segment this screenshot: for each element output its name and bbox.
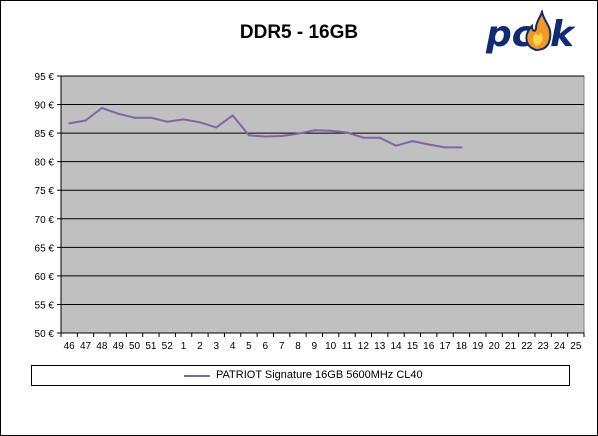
data-point [100, 106, 103, 109]
data-point [68, 122, 71, 125]
x-tick-label: 19 [472, 341, 484, 352]
x-tick-label: 18 [456, 341, 468, 352]
x-tick-label: 15 [407, 341, 419, 352]
y-tick-label: 50 € [35, 329, 55, 340]
pcsk-logo: pc k [484, 8, 588, 61]
data-point [362, 136, 365, 139]
x-tick-label: 51 [145, 341, 157, 352]
x-tick-label: 9 [312, 341, 318, 352]
data-point [231, 114, 234, 117]
x-tick-label: 48 [96, 341, 108, 352]
y-tick-label: 75 € [35, 186, 55, 197]
data-point [166, 120, 169, 123]
x-tick-label: 5 [246, 341, 252, 352]
x-tick-label: 47 [80, 341, 92, 352]
x-tick-label: 8 [295, 341, 301, 352]
data-point [346, 131, 349, 134]
y-tick-label: 65 € [35, 243, 55, 254]
y-tick-label: 85 € [35, 129, 55, 140]
data-point [411, 140, 414, 143]
x-tick-label: 12 [358, 341, 370, 352]
x-tick-label: 24 [554, 341, 566, 352]
data-point [149, 116, 152, 119]
data-point [133, 116, 136, 119]
data-point [215, 126, 218, 129]
x-tick-label: 52 [162, 341, 174, 352]
y-tick-label: 90 € [35, 101, 55, 112]
x-tick-label: 7 [279, 341, 285, 352]
x-tick-label: 1 [181, 341, 187, 352]
x-tick-label: 6 [263, 341, 269, 352]
data-point [378, 136, 381, 139]
data-point [296, 132, 299, 135]
grid-lines [61, 75, 584, 334]
x-tick-label: 21 [505, 341, 517, 352]
x-tick-label: 10 [325, 341, 337, 352]
x-tick-label: 22 [521, 341, 533, 352]
x-tick-label: 4 [230, 341, 236, 352]
x-tick-label: 2 [197, 341, 203, 352]
x-tick-label: 50 [129, 341, 141, 352]
data-point [427, 143, 430, 146]
x-axis: 46 47 48 49 50 51 52 1 2 3 4 5 6 7 8 9 10 11 12 13 14 15 16 17 1… [60, 332, 585, 352]
x-tick-label: 16 [423, 341, 435, 352]
data-point [460, 146, 463, 149]
data-point [444, 146, 447, 149]
x-tick-label: 23 [538, 341, 550, 352]
x-tick-label: 49 [113, 341, 125, 352]
y-tick-label: 55 € [35, 300, 55, 311]
y-tick-label: 80 € [35, 158, 55, 169]
x-tick-label: 17 [440, 341, 452, 352]
x-tick-label: 11 [342, 341, 353, 352]
x-tick-label: 46 [64, 341, 76, 352]
x-tick-label: 25 [570, 341, 582, 352]
data-point [280, 134, 283, 137]
data-point [264, 135, 267, 138]
data-point [395, 144, 398, 147]
data-point [117, 112, 120, 115]
y-tick-label: 70 € [35, 215, 55, 226]
data-point [182, 118, 185, 121]
x-tick-label: 3 [213, 341, 219, 352]
flame-icon [525, 8, 552, 52]
logo-letters-pc: pc [485, 14, 533, 55]
data-point [247, 134, 250, 137]
y-tick-label: 95 € [35, 72, 55, 83]
x-tick-label: 14 [390, 341, 402, 352]
legend-label: PATRIOT Signature 16GB 5600MHz CL40 [216, 369, 423, 381]
x-tick-label: 20 [489, 341, 501, 352]
y-tick-label: 60 € [35, 272, 55, 283]
plot-area [60, 75, 585, 334]
data-point [84, 119, 87, 122]
legend-swatch [184, 375, 210, 377]
y-axis: 50 € 55 € 60 € 65 € 70 € 75 € 80 € 85 € 90 € 95 € [35, 72, 62, 340]
logo-graphic: pc k [485, 8, 576, 55]
series-layer [68, 106, 463, 149]
chart-title: DDR5 - 16GB [239, 22, 359, 43]
data-point [329, 129, 332, 132]
legend: PATRIOT Signature 16GB 5600MHz CL40 [31, 365, 570, 386]
data-point [198, 121, 201, 124]
x-tick-label: 13 [374, 341, 386, 352]
data-point [313, 129, 316, 132]
logo-letters-k: k [550, 14, 576, 55]
